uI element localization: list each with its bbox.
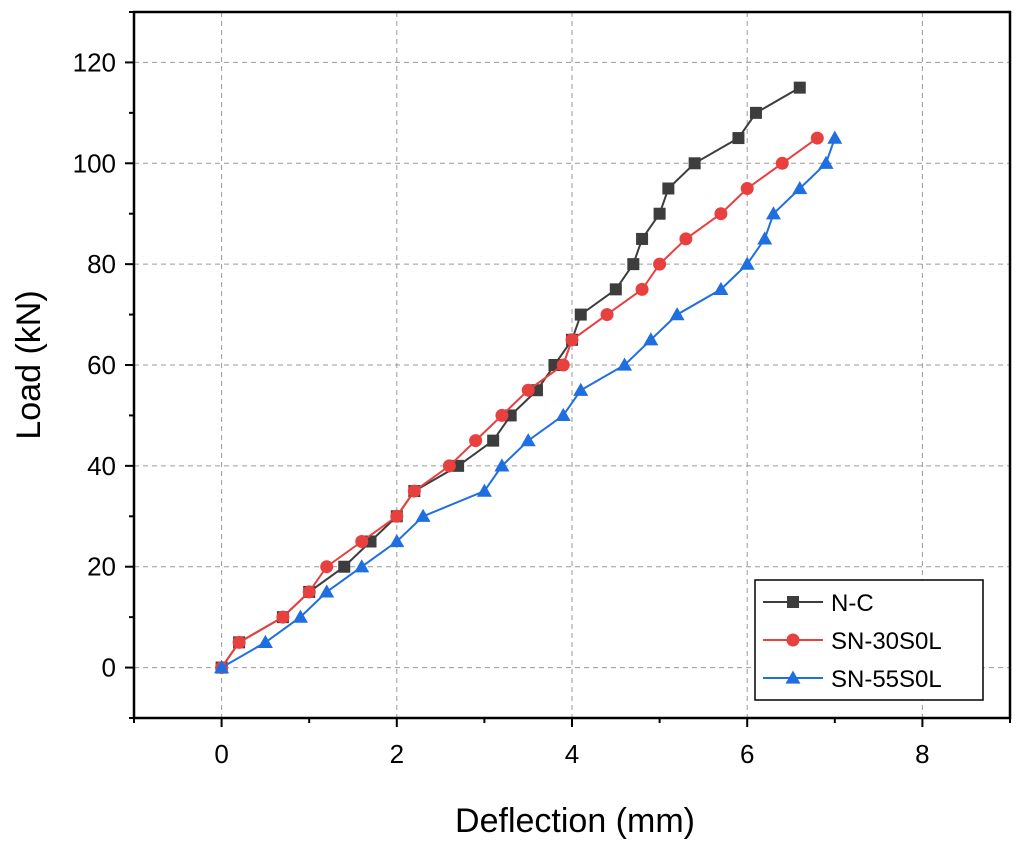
y-tick-label: 60 xyxy=(87,350,116,380)
legend-marker xyxy=(785,670,801,684)
y-tick-label: 120 xyxy=(73,47,116,77)
data-point xyxy=(792,181,808,195)
data-point xyxy=(555,407,571,422)
data-point xyxy=(415,508,431,522)
x-tick-label: 0 xyxy=(214,739,228,769)
data-point xyxy=(319,584,335,598)
series-SN-30S0L xyxy=(215,131,824,675)
data-point xyxy=(765,206,781,220)
data-point xyxy=(320,560,334,574)
data-point xyxy=(793,81,806,94)
data-point xyxy=(292,609,308,623)
data-point xyxy=(338,560,351,573)
y-tick-label: 40 xyxy=(87,451,116,481)
data-point xyxy=(565,333,579,347)
data-point xyxy=(662,182,675,195)
legend: N-C SN-30S0L SN-55S0L xyxy=(754,579,984,701)
data-point xyxy=(775,156,789,170)
series-layer xyxy=(214,81,843,675)
data-point xyxy=(521,383,535,397)
data-point xyxy=(827,130,843,144)
data-point xyxy=(355,535,369,548)
data-point xyxy=(740,182,754,195)
data-point xyxy=(818,155,834,169)
data-point xyxy=(653,207,666,220)
data-point xyxy=(643,332,659,346)
series-line xyxy=(220,86,801,669)
data-point xyxy=(390,509,404,523)
data-point xyxy=(407,484,421,498)
x-tick-label: 4 xyxy=(565,739,579,769)
data-point xyxy=(810,131,824,145)
data-point xyxy=(574,308,587,321)
data-point xyxy=(732,132,745,145)
legend-label: SN-55S0L xyxy=(831,666,942,693)
data-point xyxy=(714,207,728,221)
series-N-C xyxy=(215,81,806,674)
data-point xyxy=(476,483,492,497)
data-point xyxy=(600,308,614,322)
data-point xyxy=(635,282,649,296)
x-axis-title: Deflection (mm) xyxy=(455,802,695,840)
series-SN-55S0L xyxy=(214,130,843,674)
data-point xyxy=(487,434,500,447)
data-point xyxy=(617,357,633,371)
y-axis-title: Load (kN) xyxy=(10,290,48,439)
data-point xyxy=(442,459,456,473)
data-point xyxy=(627,258,640,271)
data-point xyxy=(276,610,290,624)
data-point xyxy=(232,635,246,649)
data-point xyxy=(302,585,316,599)
series-line xyxy=(220,137,818,669)
x-tick-label: 8 xyxy=(915,739,929,769)
data-point xyxy=(713,281,729,295)
data-point xyxy=(749,106,762,119)
data-point xyxy=(636,232,649,245)
data-point xyxy=(669,307,685,321)
data-point xyxy=(556,358,570,372)
legend-label: N-C xyxy=(831,590,874,617)
x-tick-label: 6 xyxy=(740,739,754,769)
data-point xyxy=(354,559,370,573)
legend-label: SN-30S0L xyxy=(831,628,942,655)
data-point xyxy=(469,434,483,448)
data-point xyxy=(520,433,536,447)
data-point xyxy=(494,458,510,472)
y-tick-label: 20 xyxy=(87,552,116,582)
y-tick-label: 100 xyxy=(73,148,116,178)
data-point xyxy=(389,534,405,548)
series-line xyxy=(221,137,836,669)
data-point xyxy=(495,408,509,422)
data-point xyxy=(257,634,273,648)
data-point xyxy=(679,232,693,246)
data-point xyxy=(214,660,230,674)
data-point xyxy=(739,256,755,270)
x-tick-label: 2 xyxy=(390,739,404,769)
y-tick-label: 0 xyxy=(102,653,116,683)
data-point xyxy=(573,382,589,396)
legend-marker xyxy=(786,633,800,647)
data-point xyxy=(653,257,667,271)
data-point xyxy=(757,231,773,245)
data-point xyxy=(688,157,701,170)
data-point xyxy=(609,283,622,296)
legend-marker xyxy=(787,596,799,608)
y-tick-label: 80 xyxy=(87,249,116,279)
